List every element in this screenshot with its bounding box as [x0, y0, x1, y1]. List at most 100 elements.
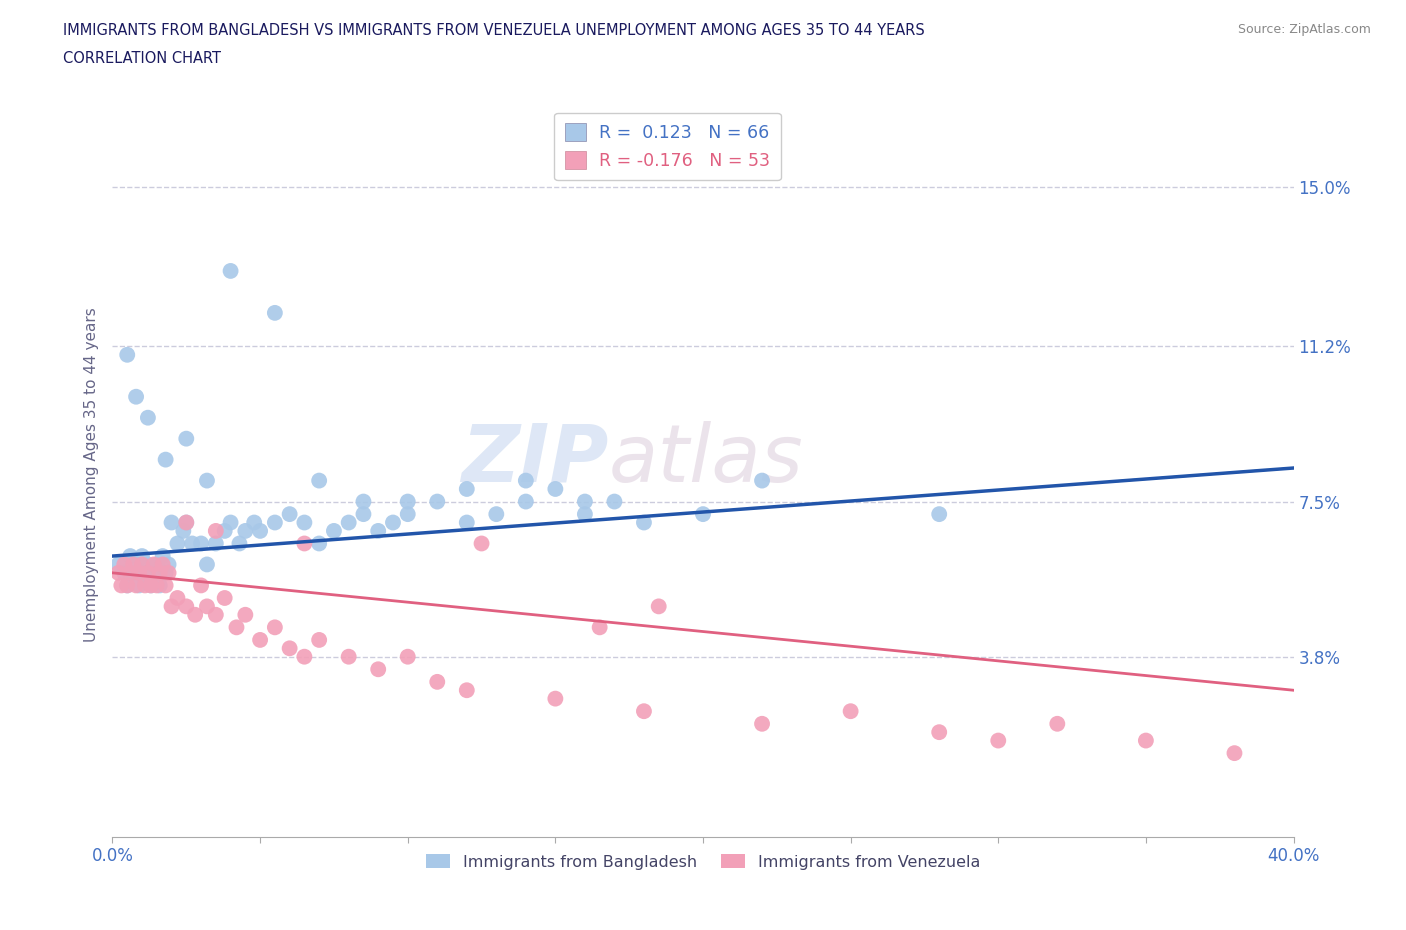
Point — [278, 507, 301, 522]
Point — [157, 557, 180, 572]
Point — [214, 524, 236, 538]
Point — [112, 557, 135, 572]
Point — [515, 473, 537, 488]
Point — [149, 565, 172, 580]
Point — [308, 536, 330, 551]
Point — [174, 515, 197, 530]
Point — [243, 515, 266, 530]
Point — [987, 733, 1010, 748]
Point — [134, 565, 156, 580]
Point — [219, 263, 242, 278]
Point — [174, 599, 197, 614]
Point — [928, 507, 950, 522]
Point — [603, 494, 626, 509]
Point — [574, 494, 596, 509]
Point — [588, 620, 610, 635]
Point — [633, 515, 655, 530]
Point — [181, 536, 204, 551]
Point — [195, 557, 218, 572]
Point — [152, 557, 174, 572]
Point — [456, 482, 478, 497]
Point — [396, 507, 419, 522]
Text: CORRELATION CHART: CORRELATION CHART — [63, 51, 221, 66]
Point — [190, 536, 212, 551]
Point — [136, 565, 159, 580]
Point — [195, 599, 218, 614]
Point — [278, 641, 301, 656]
Point — [456, 683, 478, 698]
Point — [160, 515, 183, 530]
Point — [1046, 716, 1069, 731]
Point — [264, 620, 287, 635]
Point — [117, 578, 138, 592]
Point — [264, 305, 287, 320]
Point — [264, 515, 287, 530]
Point — [131, 549, 153, 564]
Point — [308, 473, 330, 488]
Point — [219, 515, 242, 530]
Point — [233, 607, 256, 622]
Point — [367, 524, 389, 538]
Point — [470, 536, 494, 551]
Point — [160, 599, 183, 614]
Point — [928, 724, 950, 739]
Point — [166, 591, 188, 605]
Point — [172, 524, 194, 538]
Point — [139, 578, 162, 592]
Point — [323, 524, 346, 538]
Point — [647, 599, 671, 614]
Point — [352, 494, 374, 509]
Point — [337, 515, 360, 530]
Point — [142, 565, 165, 580]
Point — [112, 565, 135, 580]
Point — [352, 507, 374, 522]
Point — [337, 649, 360, 664]
Point — [146, 578, 169, 592]
Point — [125, 578, 148, 592]
Point — [225, 620, 247, 635]
Text: IMMIGRANTS FROM BANGLADESH VS IMMIGRANTS FROM VENEZUELA UNEMPLOYMENT AMONG AGES : IMMIGRANTS FROM BANGLADESH VS IMMIGRANTS… — [63, 23, 925, 38]
Point — [134, 578, 156, 592]
Point — [205, 524, 228, 538]
Point — [396, 494, 419, 509]
Point — [122, 565, 145, 580]
Point — [107, 557, 129, 572]
Point — [149, 578, 172, 592]
Point — [456, 515, 478, 530]
Point — [131, 557, 153, 572]
Text: Source: ZipAtlas.com: Source: ZipAtlas.com — [1237, 23, 1371, 36]
Point — [426, 494, 449, 509]
Text: ZIP: ZIP — [461, 420, 609, 498]
Point — [166, 536, 188, 551]
Point — [110, 578, 132, 592]
Point — [184, 607, 207, 622]
Point — [692, 507, 714, 522]
Point — [139, 578, 162, 592]
Point — [249, 632, 271, 647]
Point — [544, 482, 567, 497]
Point — [751, 473, 773, 488]
Point — [128, 578, 150, 592]
Point — [544, 691, 567, 706]
Point — [117, 348, 138, 363]
Y-axis label: Unemployment Among Ages 35 to 44 years: Unemployment Among Ages 35 to 44 years — [83, 307, 98, 642]
Point — [633, 704, 655, 719]
Point — [228, 536, 250, 551]
Point — [107, 565, 129, 580]
Point — [155, 565, 177, 580]
Point — [214, 591, 236, 605]
Point — [1223, 746, 1246, 761]
Point — [1135, 733, 1157, 748]
Text: atlas: atlas — [609, 420, 803, 498]
Point — [157, 565, 180, 580]
Point — [308, 632, 330, 647]
Point — [205, 536, 228, 551]
Point — [396, 649, 419, 664]
Point — [136, 557, 159, 572]
Point — [292, 536, 315, 551]
Point — [174, 515, 197, 530]
Point — [751, 716, 773, 731]
Point — [382, 515, 405, 530]
Point — [233, 524, 256, 538]
Point — [367, 662, 389, 677]
